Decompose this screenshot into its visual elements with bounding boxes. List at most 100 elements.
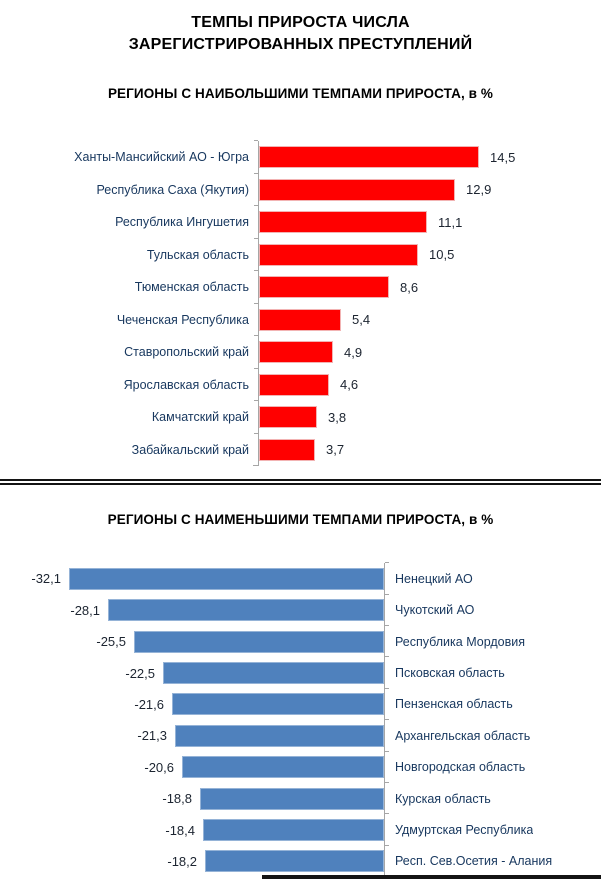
chart-bottom-decline-regions: -32,1 Ненецкий АО -28,1 Чукотский АО -25,5 Ре…: [0, 562, 601, 878]
category-label: Тюменская область: [134, 280, 249, 295]
value-label: -18,8: [162, 791, 192, 807]
value-label: 8,6: [400, 279, 419, 295]
bar-row: -21,3 Архангельская область: [0, 719, 601, 752]
bar-track: 12,9: [254, 172, 601, 207]
category-label: Курская область: [395, 791, 491, 806]
value-label: -28,1: [70, 602, 100, 618]
bar-row: -18,4 Удмуртская Республика: [0, 813, 601, 846]
value-label: -25,5: [96, 634, 126, 650]
bar-track: 4,9: [254, 335, 601, 369]
category-label: Чукотский АО: [395, 603, 475, 618]
value-label: -21,3: [137, 728, 167, 744]
bar-track: 11,1: [254, 205, 601, 239]
category-label: Республика Мордовия: [395, 634, 525, 649]
bar: [259, 211, 427, 234]
bar-track: -18,2: [0, 844, 389, 878]
bar: [203, 819, 384, 841]
category-label: Удмуртская Республика: [395, 823, 534, 837]
bar: [163, 662, 384, 685]
bar: [69, 567, 384, 590]
page-title: ТЕМПЫ ПРИРОСТА ЧИСЛА ЗАРЕГИСТРИРОВАННЫХ П…: [0, 12, 601, 55]
bar: [259, 276, 389, 299]
value-label: 10,5: [429, 247, 455, 263]
bar: [259, 406, 317, 429]
category-label: Камчатский край: [151, 410, 249, 425]
bar-row: Тульская область 10,5: [0, 237, 601, 272]
bar-row: Тюменская область 8,6: [0, 270, 601, 304]
bar-row: -25,5 Республика Мордовия: [0, 624, 601, 658]
bar-row: Ярославская область 4,6: [0, 367, 601, 402]
bar: [259, 438, 315, 461]
bar: [259, 178, 455, 201]
bar: [200, 787, 384, 810]
value-label: 3,7: [326, 442, 345, 458]
category-label: Чеченская Республика: [116, 312, 249, 327]
category-label: Респ. Сев.Осетия - Алания: [395, 854, 553, 869]
chart-top-growth-regions: Ханты-Мансийский АО - Югра 14,5 Республика…: [0, 140, 601, 467]
value-label: -18,2: [167, 853, 197, 869]
value-label: 14,5: [490, 149, 516, 165]
bar: [259, 308, 341, 331]
bar: [205, 850, 384, 873]
bar-track: 14,5: [254, 140, 601, 174]
bar-row: -18,8 Курская область: [0, 781, 601, 815]
bar-track: 8,6: [254, 270, 601, 304]
bar-track: -18,4: [0, 813, 389, 846]
bar: [175, 724, 384, 747]
category-label: Пензенская область: [395, 697, 513, 712]
category-label: Архангельская область: [395, 728, 531, 743]
category-label: Республика Ингушетия: [115, 215, 249, 230]
category-label: Забайкальский край: [131, 442, 249, 457]
bar-row: -20,6 Новгородская область: [0, 750, 601, 783]
value-label: 12,9: [466, 182, 492, 198]
section-divider: [0, 479, 601, 486]
bar-track: -22,5: [0, 656, 389, 689]
bar-row: Республика Саха (Якутия) 12,9: [0, 172, 601, 207]
bar-row: -22,5 Псковская область: [0, 656, 601, 689]
category-label: Ненецкий АО: [395, 571, 473, 586]
bar-track: -32,1: [0, 562, 389, 595]
bar-track: 10,5: [254, 237, 601, 272]
category-label: Новгородская область: [395, 760, 526, 775]
chart-bottom-title: РЕГИОНЫ С НАИМЕНЬШИМИ ТЕМПАМИ ПРИРОСТА, …: [107, 512, 494, 528]
bar-row: -32,1 Ненецкий АО: [0, 562, 601, 595]
bar-track: 3,7: [254, 432, 601, 467]
bar-track: -18,8: [0, 781, 389, 815]
bar: [182, 756, 384, 779]
bar-track: -21,3: [0, 719, 389, 752]
bar-row: Ставропольский край 4,9: [0, 335, 601, 369]
page-title-line2: ЗАРЕГИСТРИРОВАННЫХ ПРЕСТУПЛЕНИЙ: [128, 35, 473, 53]
value-label: -18,4: [165, 822, 195, 838]
bar-row: -21,6 Пензенская область: [0, 687, 601, 721]
value-label: 3,8: [328, 409, 347, 425]
category-label: Республика Саха (Якутия): [96, 182, 249, 197]
bar-row: -28,1 Чукотский АО: [0, 593, 601, 626]
category-label: Ханты-Мансийский АО - Югра: [74, 150, 249, 165]
page-title-line1: ТЕМПЫ ПРИРОСТА ЧИСЛА: [191, 14, 410, 31]
bar-row: Камчатский край 3,8: [0, 400, 601, 434]
value-label: 11,1: [438, 214, 463, 230]
bar-track: 5,4: [254, 302, 601, 337]
bar: [259, 146, 479, 169]
bar-track: -20,6: [0, 750, 389, 783]
bar: [259, 341, 333, 364]
bar: [259, 243, 418, 266]
bar: [259, 373, 329, 396]
value-label: 4,9: [344, 344, 363, 360]
category-label: Ставропольский край: [124, 345, 249, 360]
bar-row: Ханты-Мансийский АО - Югра 14,5: [0, 140, 601, 174]
bar-track: -25,5: [0, 624, 389, 658]
bar-row: Чеченская Республика 5,4: [0, 302, 601, 337]
category-label: Псковская область: [395, 666, 505, 681]
bar-row: -18,2 Респ. Сев.Осетия - Алания: [0, 844, 601, 878]
value-label: -32,1: [31, 571, 61, 587]
category-label: Тульская область: [146, 247, 249, 262]
bar-track: 4,6: [254, 367, 601, 402]
value-label: 5,4: [352, 312, 371, 328]
partial-divider: [262, 875, 601, 879]
value-label: -22,5: [125, 665, 155, 681]
bar-row: Республика Ингушетия 11,1: [0, 205, 601, 239]
bar-track: -21,6: [0, 687, 389, 721]
bar: [172, 693, 384, 716]
